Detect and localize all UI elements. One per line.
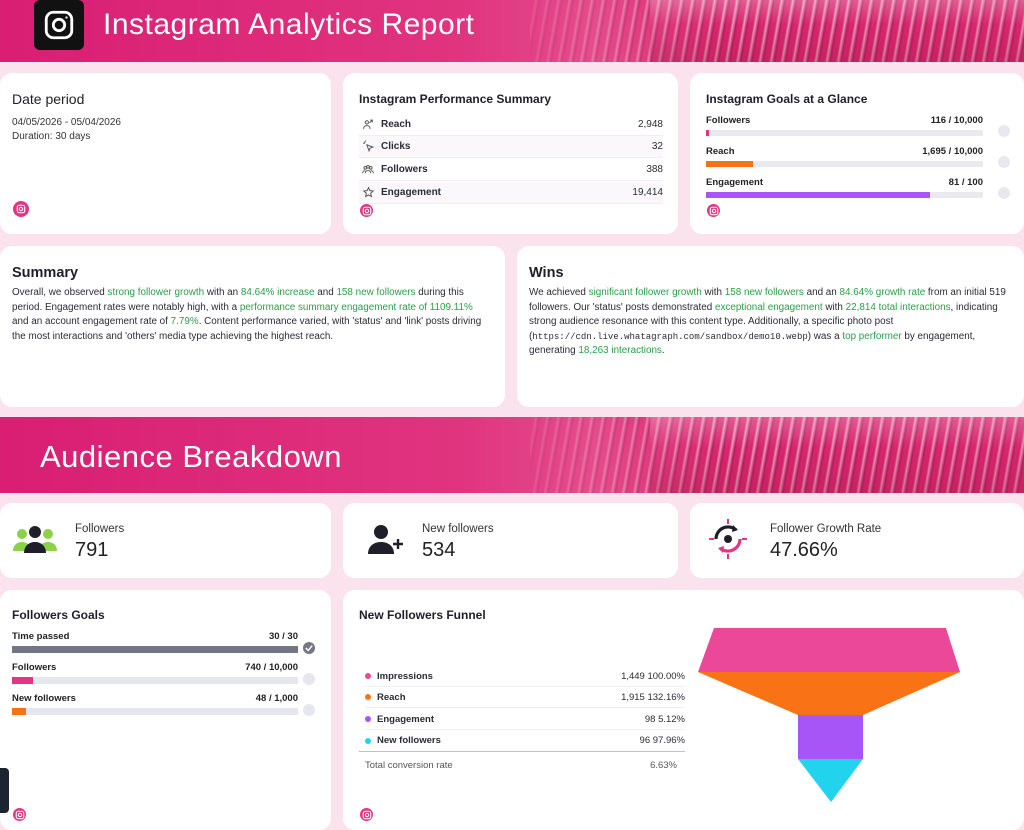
instagram-source-icon xyxy=(707,204,720,217)
followers-group-icon xyxy=(12,525,58,560)
legend-dot xyxy=(365,716,371,722)
kpi-followers-card: Followers 791 xyxy=(0,503,331,578)
wins-title: Wins xyxy=(529,265,564,281)
new-followers-funnel-card: New Followers Funnel Impressions 1,449 10… xyxy=(343,590,1024,830)
funnel-stage-engagement xyxy=(798,715,863,759)
goal-status-dot xyxy=(998,125,1010,137)
table-row: Reach 2,948 xyxy=(359,114,663,136)
kpi-growth-rate-card: Follower Growth Rate 47.66% xyxy=(690,503,1024,578)
goal-progress-fill xyxy=(706,130,710,136)
instagram-source-icon xyxy=(13,808,26,821)
goal-progress-fill xyxy=(12,708,26,715)
click-icon xyxy=(359,140,377,154)
instagram-logo-icon xyxy=(34,0,84,50)
funnel-graphic xyxy=(698,628,960,802)
table-row: Followers 388 xyxy=(359,159,663,181)
kpi-value: 534 xyxy=(422,539,456,561)
goal-progress-fill xyxy=(12,677,34,684)
wins-card: Wins We achieved significant follower gr… xyxy=(517,246,1024,407)
date-range: 04/05/2026 - 05/04/2026 xyxy=(12,117,121,128)
summary-text: Overall, we observed strong follower gro… xyxy=(12,287,482,342)
add-user-icon xyxy=(368,523,404,560)
kpi-value: 47.66% xyxy=(770,539,838,561)
goal-status-dot xyxy=(998,156,1010,168)
goal-new-followers: New followers 48 / 1,000 xyxy=(12,693,298,715)
goal-status-dot xyxy=(303,673,315,685)
report-title: Instagram Analytics Report xyxy=(103,8,475,41)
growth-cycle-icon xyxy=(706,517,750,566)
goals-title: Instagram Goals at a Glance xyxy=(706,92,868,106)
photo-post-url: https://cdn.live.whatagraph.com/sandbox/… xyxy=(532,331,808,342)
instagram-source-icon xyxy=(13,201,29,217)
kpi-value: 791 xyxy=(75,539,109,561)
date-period-title: Date period xyxy=(12,91,85,107)
banner-decoration xyxy=(530,0,1024,62)
summary-card: Summary Overall, we observed strong foll… xyxy=(0,246,505,407)
audience-breakdown-banner: Audience Breakdown xyxy=(0,417,1024,493)
table-row: Reach 1,915 132.16% xyxy=(365,687,685,708)
funnel-title: New Followers Funnel xyxy=(359,608,486,622)
side-panel-toggle[interactable] xyxy=(0,768,9,813)
goal-progress-fill xyxy=(706,161,753,167)
goal-engagement: Engagement 81 / 100 xyxy=(706,177,983,198)
followers-goals-card: Followers Goals Time passed 30 / 30 Follo… xyxy=(0,590,331,830)
goal-progress-fill xyxy=(706,192,931,198)
goal-progress-bar xyxy=(706,192,983,198)
performance-summary-card: Instagram Performance Summary Reach 2,94… xyxy=(343,73,678,234)
goals-at-a-glance-card: Instagram Goals at a Glance Followers 116… xyxy=(690,73,1024,234)
report-header-banner: Instagram Analytics Report xyxy=(0,0,1024,62)
legend-dot xyxy=(365,673,371,679)
wins-text: We achieved significant follower growth … xyxy=(529,287,1006,357)
total-conversion-rate: Total conversion rate 6.63% xyxy=(365,760,677,771)
table-row: Impressions 1,449 100.00% xyxy=(365,666,685,687)
check-icon xyxy=(303,642,315,654)
legend-dot xyxy=(365,737,371,744)
goal-followers: Followers 116 / 10,000 xyxy=(706,115,983,136)
table-row: Engagement 98 5.12% xyxy=(365,709,685,730)
instagram-source-icon xyxy=(360,808,373,821)
date-duration: Duration: 30 days xyxy=(12,131,91,142)
engagement-icon xyxy=(359,186,377,200)
kpi-new-followers-card: New followers 534 xyxy=(343,503,678,578)
goal-progress-bar xyxy=(12,677,298,684)
goal-progress-bar xyxy=(12,646,298,653)
date-period-card: Date period 04/05/2026 - 05/04/2026 Dura… xyxy=(0,73,331,234)
followers-goals-title: Followers Goals xyxy=(12,608,105,622)
table-row: Engagement 19,414 xyxy=(359,182,663,204)
goal-progress-fill xyxy=(12,646,298,653)
instagram-source-icon xyxy=(360,204,373,217)
audience-breakdown-title: Audience Breakdown xyxy=(40,439,342,474)
funnel-stage-reach xyxy=(698,672,960,715)
summary-title: Summary xyxy=(12,265,79,281)
table-row: Clicks 32 xyxy=(359,136,663,158)
goal-time-passed: Time passed 30 / 30 xyxy=(12,631,298,653)
performance-summary-title: Instagram Performance Summary xyxy=(359,92,552,106)
goal-status-dot xyxy=(998,187,1010,199)
banner-decoration xyxy=(530,417,1024,493)
reach-icon xyxy=(359,118,377,132)
legend-dot xyxy=(365,694,371,700)
funnel-stage-impressions xyxy=(698,628,960,672)
goal-reach: Reach 1,695 / 10,000 xyxy=(706,146,983,167)
goal-progress-bar xyxy=(706,130,983,136)
followers-icon xyxy=(359,163,377,177)
goal-status-dot xyxy=(303,704,315,716)
goal-progress-bar xyxy=(706,161,983,167)
goal-progress-bar xyxy=(12,708,298,715)
goal-followers: Followers 740 / 10,000 xyxy=(12,662,298,684)
funnel-stage-new-followers xyxy=(798,759,863,802)
table-row: New followers 96 97.96% xyxy=(365,730,685,751)
